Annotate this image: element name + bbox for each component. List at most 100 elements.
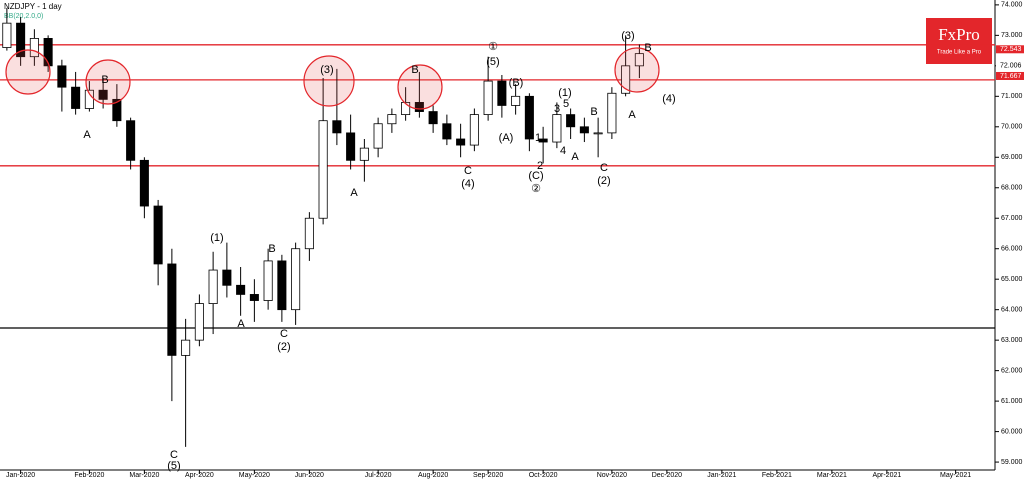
candle-body <box>29 38 39 58</box>
y-tick-label: 70.000 <box>1001 124 1023 131</box>
wave-label: (4) <box>461 178 474 190</box>
wave-label: (1) <box>210 232 223 244</box>
candle-body <box>566 114 576 128</box>
candle-body <box>593 132 603 135</box>
candle-body <box>43 38 53 67</box>
wave-label: (2) <box>277 341 290 353</box>
candle-body <box>98 89 108 100</box>
wave-label: (B) <box>509 77 524 89</box>
wave-label: (C) <box>528 170 543 182</box>
y-tick-label: 63.000 <box>1001 337 1023 344</box>
candle-body <box>607 92 617 134</box>
x-tick-label: Nov-2020 <box>597 472 627 479</box>
candle-body <box>208 269 218 304</box>
candle-body <box>126 120 136 161</box>
wave-label: (A) <box>499 132 514 144</box>
x-tick-label: May-2020 <box>239 472 270 479</box>
price-label-box <box>996 45 1024 54</box>
wave-label: B <box>644 42 651 54</box>
candle-body <box>139 159 149 207</box>
candle-body <box>483 80 493 116</box>
candle-body <box>511 95 521 106</box>
wave-label: B <box>411 64 418 76</box>
candle-body <box>497 80 507 106</box>
logo-box <box>926 18 992 64</box>
candle-body <box>249 294 259 301</box>
x-tick-label: Jul-2020 <box>365 472 392 479</box>
x-tick-label: Oct-2020 <box>529 472 558 479</box>
chart-title: NZDJPY - 1 day <box>4 2 62 11</box>
x-tick-label: Jan-2020 <box>6 472 35 479</box>
y-tick-label: 65.000 <box>1001 276 1023 283</box>
wave-label: (5) <box>167 460 180 472</box>
x-tick-label: Jan-2021 <box>707 472 736 479</box>
candle-body <box>579 126 589 134</box>
highlight-circles <box>5 47 660 110</box>
indicator-label: BB(20,2.0,0) <box>4 13 43 20</box>
candle-body <box>346 132 356 161</box>
wave-label: (3) <box>320 64 333 76</box>
candle-body <box>552 114 562 143</box>
price-label: 71.667 <box>1000 73 1022 80</box>
candle-body <box>153 205 163 265</box>
y-tick-label: 64.000 <box>1001 307 1023 314</box>
candle-body <box>167 263 177 356</box>
tagline: Trade Like a Pro <box>937 50 982 56</box>
candle-body <box>112 98 122 122</box>
y-tick-label: 68.000 <box>1001 185 1023 192</box>
wave-label: B <box>590 106 597 118</box>
x-tick-label: May-2021 <box>940 472 971 479</box>
y-tick-label: 74.000 <box>1001 2 1023 9</box>
candle-body <box>304 217 314 250</box>
candle-body <box>538 138 548 143</box>
candle-body <box>456 138 466 146</box>
highlight-circle <box>303 55 355 107</box>
wave-label: C <box>280 328 288 340</box>
candle-body <box>524 95 534 140</box>
x-tick-label: Jun-2020 <box>295 472 324 479</box>
wave-label: 1 <box>535 132 541 144</box>
candle-body <box>401 102 411 116</box>
candle-body <box>277 260 287 311</box>
wave-label: A <box>628 109 636 121</box>
wave-label: C <box>464 165 472 177</box>
price-label-box <box>996 61 1024 70</box>
wave-label: (5) <box>486 56 499 68</box>
candle-body <box>291 248 301 311</box>
candle-body <box>84 89 94 109</box>
candle-body <box>359 147 369 161</box>
wave-label: 2 <box>537 160 543 172</box>
candle-body <box>387 114 397 125</box>
price-label-box <box>996 71 1024 80</box>
y-tick-label: 66.000 <box>1001 246 1023 253</box>
candle-body <box>194 303 204 341</box>
wave-label: C <box>600 162 608 174</box>
wave-label: A <box>571 151 579 163</box>
candle-body <box>469 114 479 146</box>
y-tick-label: 59.000 <box>1001 459 1023 466</box>
candle-body <box>16 22 26 58</box>
candle-body <box>263 260 273 301</box>
candle-body <box>373 123 383 149</box>
wave-label: B <box>101 74 108 86</box>
wave-label: C <box>170 449 178 461</box>
y-tick-label: 69.000 <box>1001 154 1023 161</box>
candle-body <box>414 102 424 112</box>
candle-body <box>222 269 232 286</box>
candle-body <box>71 86 81 109</box>
candle-body <box>236 284 246 295</box>
x-tick-label: Feb-2020 <box>74 472 104 479</box>
price-label: 72.543 <box>1000 46 1022 53</box>
wave-label: (4) <box>662 93 675 105</box>
candle-body <box>442 123 452 140</box>
highlight-circle <box>397 64 443 110</box>
candle-body <box>332 120 342 134</box>
wave-label: 5 <box>563 98 569 110</box>
candle-body <box>181 339 191 356</box>
wave-label: B <box>268 243 275 255</box>
highlight-circle <box>614 47 660 93</box>
y-tick-label: 60.000 <box>1001 428 1023 435</box>
x-tick-label: Apr-2020 <box>185 472 214 479</box>
x-tick-label: Mar-2021 <box>817 472 847 479</box>
